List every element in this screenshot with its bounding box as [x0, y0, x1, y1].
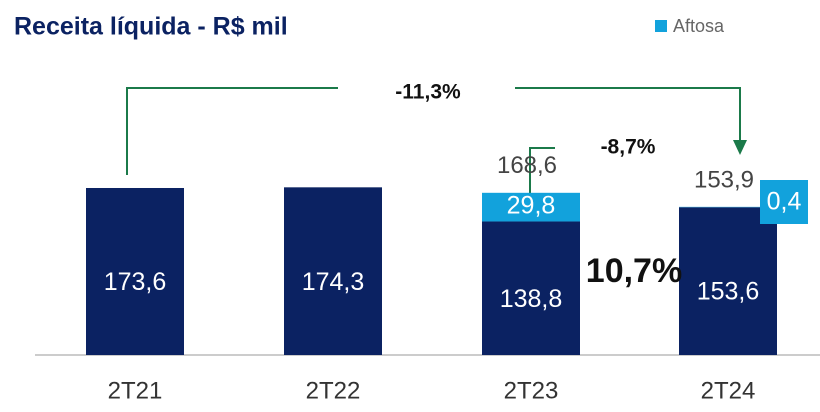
x-tick-label: 2T22 [306, 377, 361, 404]
annotation: 10,7% [586, 252, 682, 290]
legend-swatch [655, 20, 667, 32]
label-box [760, 180, 808, 224]
bar-segment [679, 207, 777, 355]
value-label: 173,6 [104, 268, 167, 296]
legend-label: Aftosa [673, 16, 725, 36]
value-label: 153,6 [697, 278, 760, 306]
arrow-line [126, 87, 338, 175]
total-label: 168,6 [497, 152, 557, 179]
x-tick-label: 2T23 [504, 377, 559, 404]
annotation: -11,3% [395, 81, 461, 104]
x-tick-label: 2T21 [108, 377, 163, 404]
annotation: -8,7% [601, 136, 656, 159]
bar-segment [284, 187, 382, 355]
bar-segment [86, 187, 184, 355]
bar-segment [482, 221, 580, 355]
change-arrows [126, 87, 741, 196]
value-label: 29,8 [507, 192, 556, 220]
arrow-line [529, 147, 555, 196]
value-label: 174,3 [302, 268, 365, 296]
x-tick-label: 2T24 [701, 377, 756, 404]
arrow-line [515, 87, 741, 142]
value-label: 138,8 [500, 285, 563, 313]
arrow-head [733, 140, 747, 155]
total-label: 153,9 [694, 166, 754, 193]
bar-segment [482, 192, 580, 222]
value-label: 0,4 [767, 188, 802, 216]
chart-title: Receita líquida - R$ mil [14, 13, 288, 41]
